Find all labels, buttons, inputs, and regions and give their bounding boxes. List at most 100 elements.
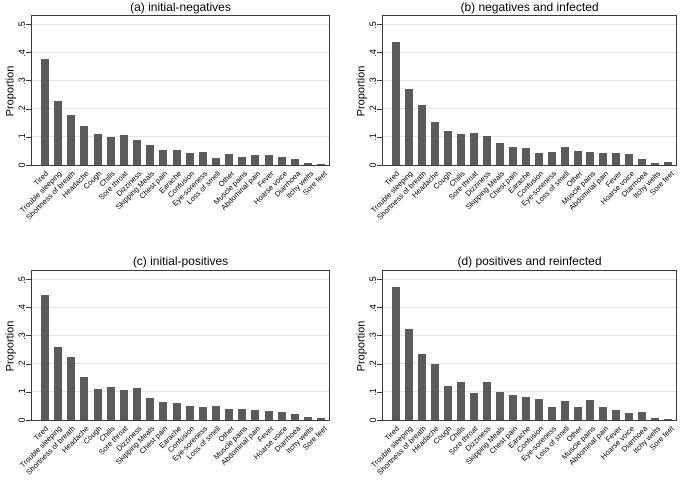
y-tick-mark — [377, 307, 382, 309]
y-tick-mark — [377, 80, 382, 82]
gridline — [383, 363, 676, 364]
gridline — [383, 278, 676, 280]
gridline — [32, 136, 329, 137]
bar-other — [225, 408, 234, 420]
bar-confusion — [534, 398, 543, 420]
bar-loss-of-smell — [211, 157, 220, 165]
bar-muscle-pains — [238, 157, 247, 165]
bar-itchy-welts — [651, 417, 660, 420]
y-tick-label: .1 — [17, 388, 27, 396]
y-tick-label: .1 — [368, 388, 378, 396]
bar-chills — [456, 134, 465, 165]
bar-hoarse-voice — [625, 413, 634, 420]
bar-skipping-meals — [146, 397, 155, 420]
y-tick-label: .2 — [368, 360, 378, 368]
gridline — [32, 363, 329, 364]
y-tick-label: .4 — [17, 304, 27, 312]
gridline — [32, 391, 329, 392]
bar-confusion — [185, 406, 194, 420]
gridline — [32, 108, 329, 109]
panel-negatives-and-infected: (b) negatives and infected Proportion 0.… — [342, 0, 685, 241]
plot-area: Proportion 0 .1 .2 .3 .4 .5 — [5, 15, 330, 168]
bar-cough — [93, 388, 102, 420]
y-axis-title: Proportion — [355, 320, 368, 372]
bar-headache — [80, 125, 89, 165]
y-tick-label: .2 — [17, 105, 27, 113]
bar-abdominal-pain — [599, 153, 608, 165]
bar-tired — [40, 295, 49, 420]
y-tick-mark — [26, 164, 31, 166]
y-tick-mark — [377, 391, 382, 393]
bar-other — [225, 153, 234, 165]
bar-itchy-welts — [304, 417, 313, 420]
y-tick-label: .5 — [368, 276, 378, 284]
panel-initial-positives: (c) initial-positives Proportion 0 .1 .2 .3… — [0, 241, 342, 482]
y-axis-title: Proportion — [355, 65, 368, 117]
y-tick-label: .2 — [17, 360, 27, 368]
bar-diarrhoea — [290, 158, 299, 165]
panel-positives-and-reinfected: (d) positives and reinfected Proportion … — [342, 241, 685, 482]
bar-diarrhoea — [290, 414, 299, 420]
y-tick-mark — [26, 363, 31, 365]
y-tick-label: 0 — [368, 162, 378, 168]
bar-fever — [264, 155, 273, 165]
y-tick-mark — [377, 108, 382, 110]
y-tick-mark — [26, 307, 31, 309]
y-tick-label: .1 — [368, 133, 378, 141]
y-tick-label: 0 — [17, 417, 27, 423]
bar-sore-throat — [469, 393, 478, 420]
y-axis-title: Proportion — [4, 320, 17, 372]
y-tick-label: .1 — [17, 133, 27, 141]
bar-chest-pain — [508, 147, 517, 165]
bar-muscle-pains — [238, 408, 247, 420]
gridline — [383, 23, 676, 25]
bar-tired — [391, 41, 400, 165]
bar-shortness-of-breath — [417, 354, 426, 420]
bar-dizziness — [133, 140, 142, 165]
gridline — [383, 51, 676, 53]
bar-itchy-welts — [304, 162, 313, 165]
bar-hoarse-voice — [625, 154, 634, 165]
gridline — [32, 306, 329, 308]
bar-eye-soreness — [198, 151, 207, 165]
plot-area: Proportion 0 .1 .2 .3 .4 .5 — [5, 270, 330, 423]
bar-cough — [93, 134, 102, 165]
bar-sore-throat — [469, 132, 478, 165]
gridline — [383, 136, 676, 137]
bar-skipping-meals — [495, 392, 504, 420]
gridline — [383, 306, 676, 308]
bar-other — [573, 151, 582, 165]
panel-initial-negatives: (a) initial-negatives Proportion 0 .1 .2 .3… — [0, 0, 342, 241]
y-tick-label: .3 — [17, 77, 27, 85]
y-tick-mark — [26, 80, 31, 82]
x-axis-labels: Tired Trouble sleeping Shortness of breath… — [18, 167, 330, 239]
y-tick-mark — [377, 164, 382, 166]
bar-chest-pain — [159, 149, 168, 165]
bar-dizziness — [482, 382, 491, 420]
bar-shortness-of-breath — [67, 114, 76, 165]
bar-muscle-pains — [586, 399, 595, 420]
y-tick-mark — [26, 52, 31, 54]
bar-trouble-sleeping — [54, 100, 63, 165]
y-tick-label: .5 — [17, 276, 27, 284]
y-tick-label: .3 — [368, 332, 378, 340]
y-tick-mark — [26, 108, 31, 110]
y-tick-mark — [26, 279, 31, 281]
bar-chills — [106, 137, 115, 165]
y-axis-title: Proportion — [4, 65, 17, 117]
bar-trouble-sleeping — [404, 328, 413, 420]
gridline — [32, 51, 329, 53]
x-axis-labels: Tired Trouble sleeping Shortness of breath… — [18, 422, 330, 482]
gridline — [383, 334, 676, 336]
panel-title: (c) initial-positives — [132, 254, 229, 268]
bar-tired — [391, 286, 400, 420]
y-tick-label: .3 — [368, 77, 378, 85]
bar-abdominal-pain — [599, 407, 608, 420]
bar-cough — [443, 386, 452, 420]
y-tick-mark — [377, 24, 382, 26]
bar-dizziness — [482, 135, 491, 165]
x-axis-labels: Tired Trouble sleeping Shortness of breath… — [369, 167, 677, 239]
y-tick-mark — [377, 363, 382, 365]
gridline — [32, 23, 329, 25]
bar-other — [573, 407, 582, 420]
